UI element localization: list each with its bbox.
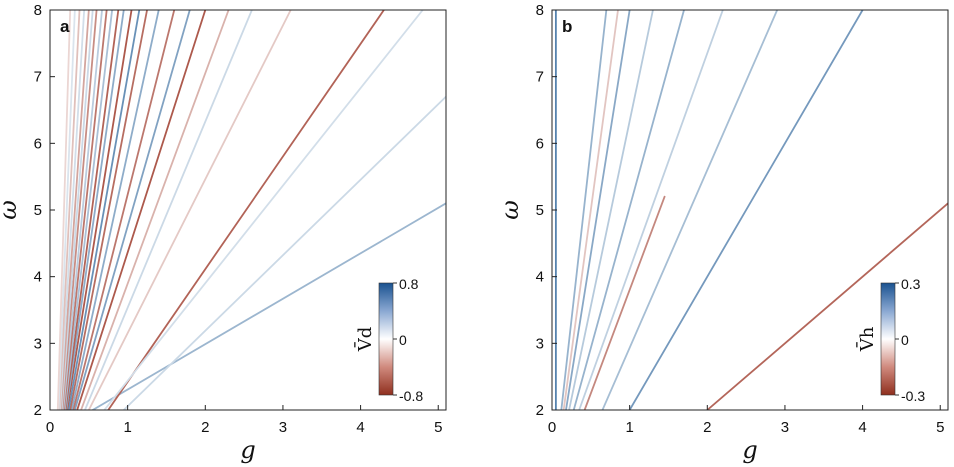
resonance-line-b-3 [583, 195, 666, 410]
colorbar-tick-min-b: -0.3 [901, 388, 925, 404]
resonance-line-a-19 [61, 10, 98, 410]
resonance-line-b-1 [628, 10, 864, 410]
panel-a: a 0 1 2 3 4 5 2 3 4 5 6 7 8 g ω 0.8 0 -0.8 V̄d [0, 2, 447, 464]
y-tick-label-b-3: 5 [536, 202, 544, 219]
colorbar-label-b: V̄h [855, 326, 878, 352]
x-tick-label-b-5: 5 [936, 419, 944, 436]
x-tick-label-a-5: 5 [434, 419, 442, 436]
resonance-line-b-8 [562, 10, 619, 410]
y-axis-label-a: ω [0, 200, 22, 220]
resonance-line-a-6 [80, 10, 230, 410]
resonance-line-b-4 [578, 10, 724, 410]
resonance-line-a-21 [59, 10, 90, 410]
resonance-line-a-4 [87, 10, 292, 410]
resonance-line-b-5 [572, 10, 685, 410]
x-tick-label-b-0: 0 [548, 419, 556, 436]
resonance-line-a-10 [70, 10, 160, 410]
resonance-line-a-12 [67, 10, 141, 410]
resonance-line-a-20 [60, 10, 94, 410]
y-tick-label-a-4: 6 [34, 135, 42, 152]
resonance-line-a-22 [59, 10, 86, 410]
panel-label-b: b [562, 17, 572, 36]
resonance-line-b-2 [601, 10, 779, 410]
colorbar-tick-max-b: 0.3 [901, 276, 921, 292]
resonance-line-a-3 [103, 10, 424, 410]
y-tick-label-a-6: 8 [34, 2, 42, 19]
resonance-line-a-0 [91, 202, 446, 410]
x-tick-label-a-3: 3 [279, 419, 287, 436]
x-tick-label-a-2: 2 [201, 419, 209, 436]
resonance-line-a-25 [56, 10, 72, 410]
resonance-line-a-14 [65, 10, 125, 410]
resonance-line-b-9 [560, 10, 608, 410]
resonance-line-b-6 [568, 10, 654, 410]
y-tick-label-a-2: 4 [34, 269, 42, 286]
resonance-line-b-7 [565, 10, 631, 410]
resonance-line-a-7 [76, 10, 207, 410]
resonance-line-a-18 [62, 10, 103, 410]
y-tick-label-b-0: 2 [536, 402, 544, 419]
colorbar-tick-zero-b: 0 [901, 332, 909, 348]
y-tick-label-a-5: 7 [34, 69, 42, 86]
x-tick-label-a-4: 4 [356, 419, 364, 436]
resonance-line-a-23 [58, 10, 81, 410]
x-tick-label-a-1: 1 [123, 419, 131, 436]
x-axis-ticks-b: 0 1 2 3 4 5 [548, 405, 944, 436]
x-axis-ticks-a: 0 1 2 3 4 5 [46, 405, 442, 436]
y-tick-label-b-5: 7 [536, 69, 544, 86]
y-tick-label-b-4: 6 [536, 135, 544, 152]
heatmap-lines-a [56, 10, 446, 410]
resonance-line-a-8 [73, 10, 191, 410]
colorbar-label-a: V̄d [353, 327, 376, 353]
resonance-line-a-24 [57, 10, 76, 410]
x-tick-label-b-3: 3 [781, 419, 789, 436]
y-tick-label-b-2: 4 [536, 269, 544, 286]
resonance-line-a-11 [69, 10, 148, 410]
y-tick-label-b-1: 3 [536, 335, 544, 352]
x-axis-label-a: g [240, 436, 255, 464]
y-axis-ticks-a: 2 3 4 5 6 7 8 [34, 2, 55, 419]
x-tick-label-b-4: 4 [858, 419, 866, 436]
x-tick-label-a-0: 0 [46, 419, 54, 436]
y-tick-label-b-6: 8 [536, 2, 544, 19]
resonance-line-a-16 [63, 10, 114, 410]
colorbar-tick-min-a: -0.8 [399, 388, 423, 404]
y-tick-label-a-0: 2 [34, 402, 42, 419]
panel-b: b 0 1 2 3 4 5 2 3 4 5 6 7 8 g ω 0.3 0 -0.3 V̄h [496, 2, 949, 464]
resonance-line-a-5 [84, 10, 253, 410]
colorbar-tick-max-a: 0.8 [399, 276, 419, 292]
colorbar-a: 0.8 0 -0.8 V̄d [353, 276, 424, 404]
resonance-line-b-0 [706, 202, 948, 410]
panel-label-a: a [60, 17, 70, 36]
y-axis-label-b: ω [496, 200, 524, 220]
resonance-line-a-13 [66, 10, 133, 410]
colorbar-b: 0.3 0 -0.3 V̄h [855, 276, 926, 404]
x-tick-label-b-1: 1 [625, 419, 633, 436]
x-axis-label-b: g [742, 436, 757, 464]
y-axis-ticks-b: 2 3 4 5 6 7 8 [536, 2, 557, 419]
resonance-line-a-15 [64, 10, 120, 410]
colorbar-gradient-a [378, 282, 394, 396]
y-tick-label-a-1: 3 [34, 335, 42, 352]
resonance-line-a-9 [72, 10, 176, 410]
y-tick-label-a-3: 5 [34, 202, 42, 219]
resonance-line-a-1 [122, 95, 446, 410]
resonance-line-a-17 [63, 10, 108, 410]
x-tick-label-b-2: 2 [703, 419, 711, 436]
resonance-line-a-2 [107, 10, 385, 410]
colorbar-gradient-b [880, 282, 896, 396]
colorbar-tick-zero-a: 0 [399, 332, 407, 348]
